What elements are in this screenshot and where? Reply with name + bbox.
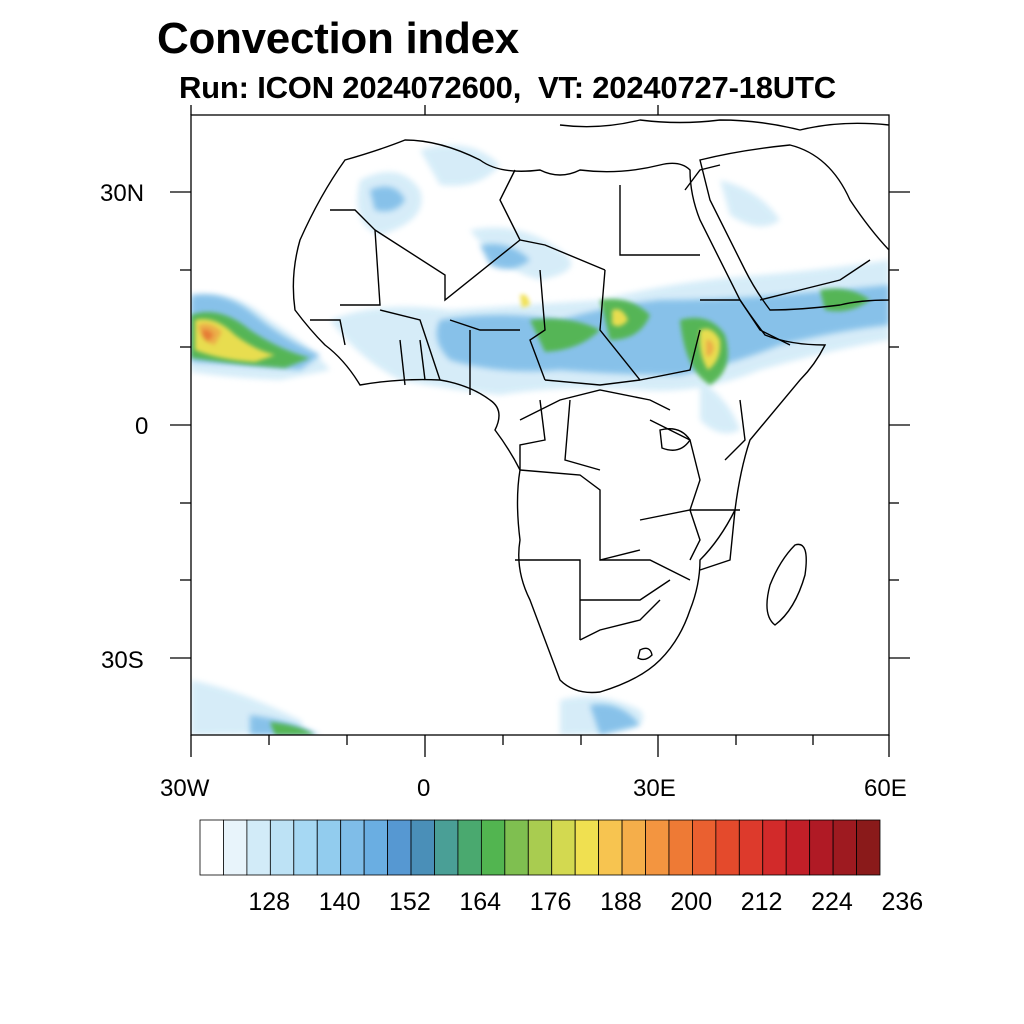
lon-label-60e: 60E	[864, 775, 907, 802]
colorbar-tick-label: 176	[529, 888, 572, 916]
lat-label-30n: 30N	[100, 180, 145, 207]
lat-label-30s: 30S	[101, 647, 144, 674]
country-boundaries	[292, 119, 889, 694]
colorbar-tick-label: 152	[389, 888, 431, 916]
lon-label-30e: 30E	[633, 775, 676, 802]
lon-label-0: 0	[417, 775, 431, 802]
colorbar-tick-label: 128	[248, 888, 291, 916]
colorbar-tick-label: 224	[811, 888, 853, 916]
colorbar-tick-label: 212	[740, 888, 783, 916]
colorbar-tick-label: 188	[600, 888, 642, 916]
lon-label-30w: 30W	[160, 775, 210, 802]
plot-frame	[190, 114, 890, 736]
convection-field	[191, 145, 889, 735]
chart-title: Convection index	[157, 14, 519, 63]
colorbar-tick-label: 200	[670, 888, 713, 916]
axis-ticks	[170, 105, 910, 757]
colorbar-tick-label: 140	[318, 888, 361, 916]
chart-subtitle: Run: ICON 2024072600, VT: 20240727-18UTC	[179, 70, 836, 105]
colorbar-tick-label: 164	[459, 888, 502, 916]
lat-label-0: 0	[135, 413, 149, 440]
colorbar-tick-label: 236	[881, 888, 924, 916]
